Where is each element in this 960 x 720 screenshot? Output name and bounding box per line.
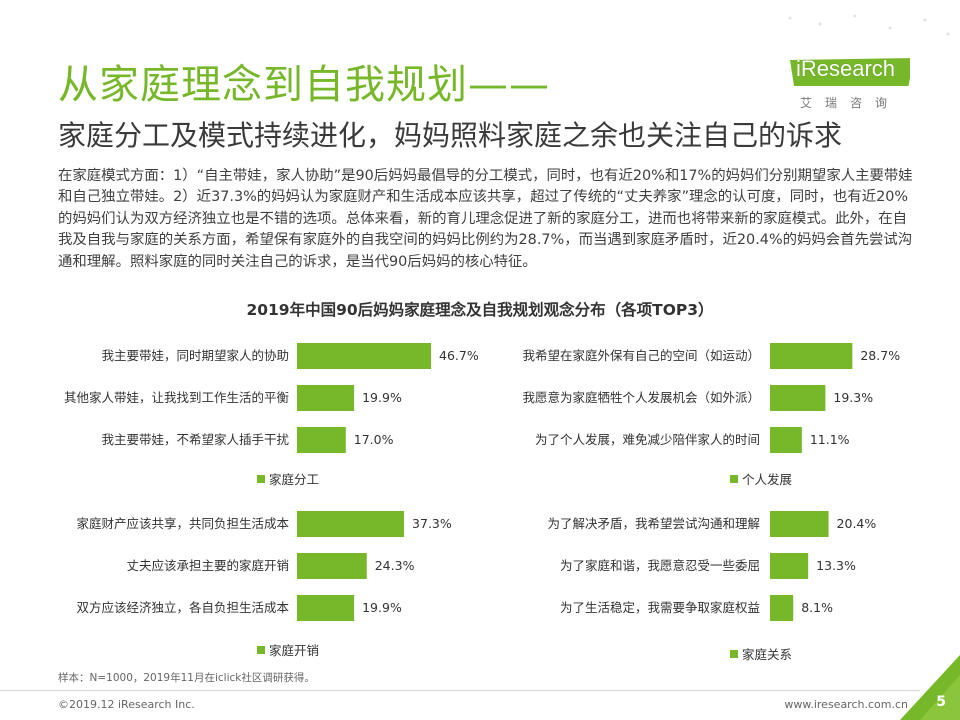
category-label: 为了个人发展，难免减少陪伴家人的时间 — [535, 432, 760, 447]
legend-swatch — [730, 650, 738, 658]
decorative-dots — [788, 14, 950, 36]
legend-label: 家庭关系 — [742, 647, 792, 662]
category-label: 我主要带娃，同时期望家人的协助 — [101, 348, 289, 363]
intro-paragraph: 在家庭模式方面：1）“自主带娃，家人协助”是90后妈妈最倡导的分工模式，同时，也… — [58, 168, 913, 270]
category-label: 我希望在家庭外保有自己的空间（如运动） — [522, 348, 760, 363]
legend-swatch — [257, 646, 265, 654]
category-label: 为了生活稳定，我需要争取家庭权益 — [560, 600, 760, 615]
value-label: 28.7% — [860, 348, 900, 363]
legend-swatch — [730, 475, 738, 483]
bar — [770, 427, 802, 453]
footer-divider — [0, 690, 920, 691]
page-corner-badge — [900, 655, 960, 720]
bar — [297, 427, 346, 453]
value-label: 46.7% — [439, 348, 479, 363]
category-label: 其他家人带娃，让我找到工作生活的平衡 — [64, 390, 289, 405]
bar — [297, 385, 355, 411]
bar — [770, 553, 809, 579]
value-label: 37.3% — [412, 516, 452, 531]
bar — [297, 595, 355, 621]
logo-text: iResearch — [796, 56, 896, 81]
chart-title: 2019年中国90后妈妈家庭理念及自我规划观念分布（各项TOP3） — [246, 301, 714, 319]
value-label: 13.3% — [816, 558, 856, 573]
bar — [770, 343, 853, 369]
logo-badge-icon — [790, 58, 910, 86]
category-label: 我主要带娃，不希望家人插手干扰 — [101, 432, 289, 447]
page-number: 5 — [936, 694, 946, 710]
copyright: ©2019.12 iResearch Inc. — [58, 698, 195, 711]
bar — [770, 595, 794, 621]
legend-label: 个人发展 — [742, 472, 792, 487]
bar — [297, 553, 367, 579]
bar — [297, 343, 432, 369]
bar — [297, 511, 405, 537]
footnote: 样本：N=1000，2019年11月在iclick社区调研获得。 — [58, 672, 315, 684]
bar — [770, 385, 826, 411]
value-label: 19.3% — [833, 390, 873, 405]
logo-chinese: 艾瑞咨询 — [800, 96, 901, 110]
website-link[interactable]: www.iresearch.com.cn — [784, 698, 908, 711]
category-label: 为了解决矛盾，我希望尝试沟通和理解 — [547, 516, 760, 531]
value-label: 20.4% — [837, 516, 877, 531]
value-label: 8.1% — [801, 600, 833, 615]
page-title: 从家庭理念到自我规划—— — [58, 62, 550, 108]
category-label: 丈夫应该承担主要的家庭开销 — [126, 558, 289, 573]
bar — [770, 511, 829, 537]
value-label: 17.0% — [354, 432, 394, 447]
legend-swatch — [257, 475, 265, 483]
page-subtitle: 家庭分工及模式持续进化，妈妈照料家庭之余也关注自己的诉求 — [58, 119, 843, 152]
legend-label: 家庭分工 — [269, 472, 319, 487]
category-label: 我愿意为家庭牺牲个人发展机会（如外派） — [522, 390, 760, 405]
legend-label: 家庭开销 — [269, 643, 319, 658]
iresearch-logo: iResearch 艾瑞咨询 — [790, 40, 920, 112]
category-label: 双方应该经济独立，各自负担生活成本 — [76, 600, 289, 615]
category-label: 家庭财产应该共享，共同负担生活成本 — [76, 516, 289, 531]
value-label: 11.1% — [810, 432, 850, 447]
category-label: 为了家庭和谐，我愿意忍受一些委屈 — [560, 558, 760, 573]
value-label: 24.3% — [375, 558, 415, 573]
value-label: 19.9% — [362, 390, 402, 405]
value-label: 19.9% — [362, 600, 402, 615]
